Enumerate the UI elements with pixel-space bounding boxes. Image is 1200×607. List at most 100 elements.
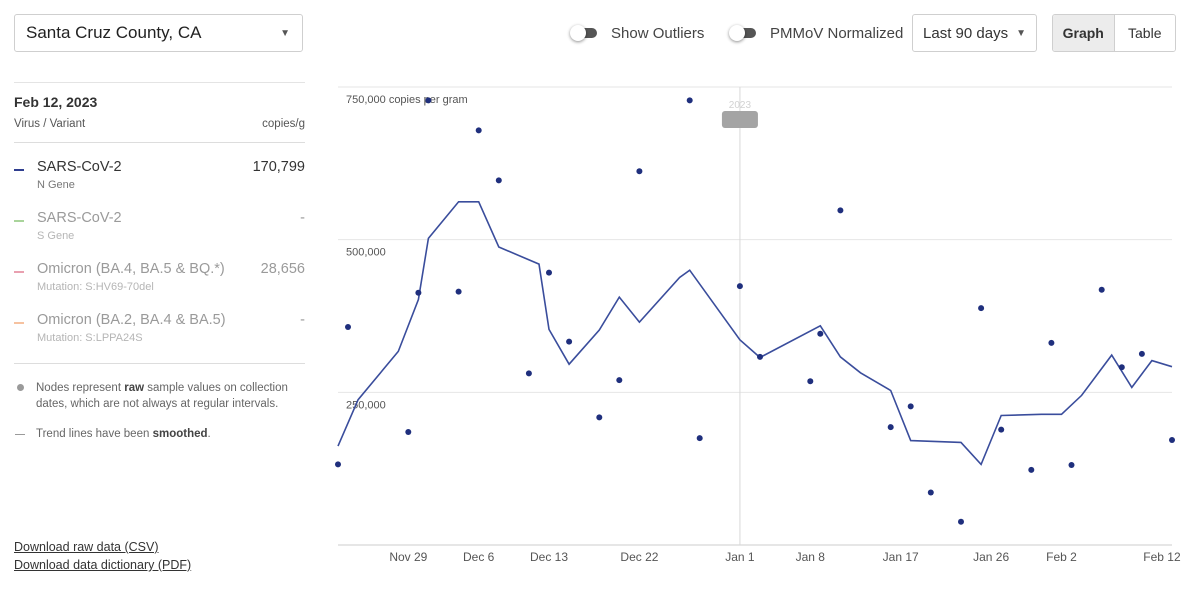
data-point: [927, 489, 934, 496]
y-tick-label: 250,000: [346, 399, 386, 411]
date-range-value: Last 90 days: [923, 24, 1009, 42]
divider: [14, 82, 305, 83]
county-select[interactable]: Santa Cruz County, CA ▼: [14, 14, 303, 52]
legend-item[interactable]: SARS-CoV-2 N Gene 170,799: [14, 157, 305, 208]
data-point: [837, 207, 844, 214]
data-point: [1118, 364, 1125, 371]
legend-panel: Feb 12, 2023 Virus / Variant copies/g SA…: [14, 82, 305, 456]
download-links: Download raw data (CSV) Download data di…: [14, 540, 191, 576]
data-point: [475, 127, 482, 134]
legend-item[interactable]: SARS-CoV-2 S Gene -: [14, 208, 305, 259]
show-outliers-label: Show Outliers: [611, 24, 705, 42]
data-point: [686, 97, 693, 104]
note-smoothed: Trend lines have been smoothed.: [14, 426, 305, 442]
legend-column-units: copies/g: [262, 118, 305, 130]
download-csv-link[interactable]: Download raw data (CSV): [14, 540, 159, 554]
show-outliers-toggle[interactable]: Show Outliers: [570, 22, 705, 44]
pmmov-normalized-label: PMMoV Normalized: [770, 24, 904, 42]
data-point: [1028, 466, 1035, 473]
view-toggle-group: Graph Table: [1052, 14, 1176, 52]
legend-notes: Nodes represent raw sample values on col…: [14, 363, 305, 442]
data-point: [405, 429, 412, 435]
legend-item[interactable]: Omicron (BA.2, BA.4 & BA.5) Mutation: S:L…: [14, 310, 305, 361]
legend-swatch-icon: [14, 271, 24, 273]
legend-list: SARS-CoV-2 N Gene 170,799 SARS-CoV-2 S Gene -…: [14, 143, 305, 361]
legend-swatch-icon: [14, 322, 24, 324]
legend-item-value: -: [300, 312, 305, 328]
legend-item-value: -: [300, 210, 305, 226]
legend-swatch-icon: [14, 220, 24, 222]
pmmov-normalized-toggle[interactable]: PMMoV Normalized: [729, 22, 904, 44]
legend-item-sub: N Gene: [37, 179, 75, 191]
legend-item-name: SARS-CoV-2: [37, 210, 122, 226]
hover-tooltip-label: 2023: [729, 100, 752, 111]
toggle-knob: [729, 25, 745, 41]
data-point: [415, 289, 422, 296]
y-tick-label: 500,000: [346, 247, 386, 259]
chevron-down-icon: ▼: [1016, 27, 1026, 39]
toggle-knob: [570, 25, 586, 41]
legend-item-sub: S Gene: [37, 230, 75, 242]
data-point: [998, 426, 1005, 433]
table-view-button[interactable]: Table: [1114, 15, 1175, 51]
data-point: [1098, 286, 1105, 293]
legend-date: Feb 12, 2023: [14, 94, 98, 110]
legend-item-value: 28,656: [260, 261, 305, 277]
data-point: [495, 177, 502, 184]
data-point: [546, 269, 552, 276]
legend-item-name: Omicron (BA.4, BA.5 & BQ.*): [37, 261, 225, 277]
x-tick-label: Dec 22: [620, 550, 658, 564]
toggle-track: [570, 25, 597, 41]
data-point: [596, 414, 603, 421]
date-range-select[interactable]: Last 90 days ▼: [912, 14, 1037, 52]
data-point: [455, 288, 462, 295]
legend-item[interactable]: Omicron (BA.4, BA.5 & BQ.*) Mutation: S:H…: [14, 259, 305, 310]
data-point: [696, 435, 703, 442]
data-point: [817, 330, 824, 337]
graph-view-button[interactable]: Graph: [1053, 15, 1115, 51]
data-point: [616, 377, 623, 384]
legend-item-value: 170,799: [252, 159, 305, 175]
data-point: [525, 370, 532, 377]
y-tick-label: 750,000 copies per gram: [346, 94, 468, 106]
data-point: [807, 378, 814, 385]
data-point: [757, 353, 763, 360]
dash-icon: [15, 434, 25, 435]
x-tick-label: Jan 1: [725, 550, 755, 564]
legend-header: Virus / Variant copies/g: [14, 118, 305, 143]
x-tick-label: Jan 17: [883, 550, 919, 564]
data-point: [958, 518, 964, 525]
x-tick-label: Dec 13: [530, 550, 568, 564]
data-point: [566, 338, 573, 345]
legend-item-name: Omicron (BA.2, BA.4 & BA.5): [37, 312, 226, 328]
toggle-track: [729, 25, 756, 41]
note-raw-values: Nodes represent raw sample values on col…: [14, 380, 305, 412]
dot-icon: [17, 384, 24, 391]
download-dictionary-link[interactable]: Download data dictionary (PDF): [14, 558, 192, 572]
data-point: [736, 283, 743, 290]
x-tick-label: Jan 8: [796, 550, 826, 564]
hover-tooltip: [721, 111, 758, 128]
chevron-down-icon: ▼: [280, 27, 290, 39]
data-point: [636, 168, 643, 175]
data-point: [1068, 462, 1075, 468]
legend-column-virus: Virus / Variant: [14, 118, 86, 130]
data-point: [1169, 437, 1175, 443]
x-tick-label: Jan 26: [973, 550, 1009, 564]
x-tick-label: Feb 12: [1143, 550, 1181, 564]
data-point: [887, 424, 894, 431]
legend-item-sub: Mutation: S:LPPA24S: [37, 332, 143, 344]
x-tick-label: Feb 2: [1046, 550, 1077, 564]
data-point: [335, 461, 341, 468]
x-tick-label: Nov 29: [389, 550, 427, 564]
county-select-value: Santa Cruz County, CA: [26, 23, 202, 42]
legend-item-sub: Mutation: S:HV69-70del: [37, 281, 154, 293]
data-point: [1048, 339, 1055, 346]
data-point: [345, 324, 351, 330]
legend-swatch-icon: [14, 169, 24, 171]
data-point: [978, 305, 985, 312]
data-point: [1138, 350, 1145, 357]
data-point: [425, 97, 432, 104]
trend-line: [337, 201, 1173, 466]
data-point: [907, 403, 914, 410]
